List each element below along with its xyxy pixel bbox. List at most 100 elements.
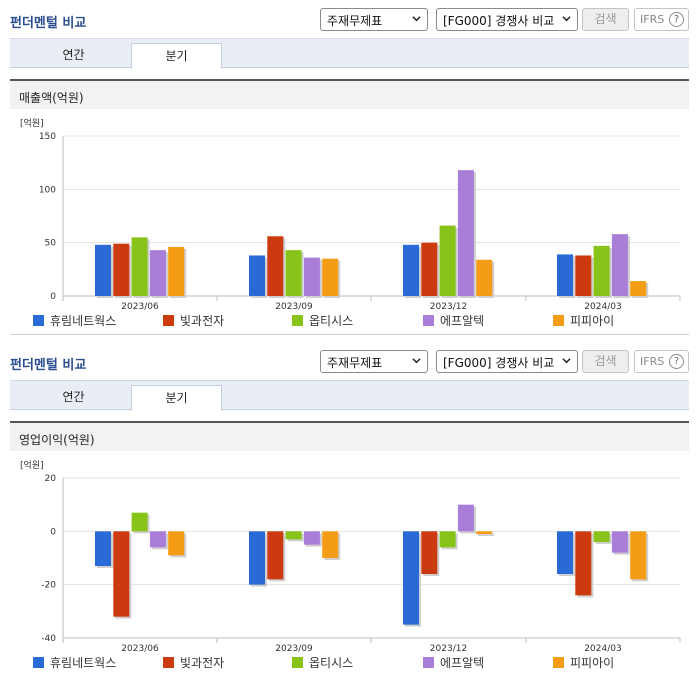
bar[interactable] <box>168 246 185 296</box>
legend-item[interactable]: 피피아이 <box>553 312 614 328</box>
search-button[interactable]: 검색 <box>582 8 629 31</box>
bar[interactable] <box>593 531 610 542</box>
revenue-bar-chart: [억원] 0 50 100 150 2023/06 2023/09 2023/12 2024/0… <box>20 117 681 312</box>
bar[interactable] <box>322 531 339 558</box>
bar[interactable] <box>630 281 647 296</box>
legend-label: 휴림네트웍스 <box>50 656 117 670</box>
peer-group-value: [FG000] 경쟁사 비교 <box>443 356 555 370</box>
legend-item[interactable]: 피피아이 <box>553 654 614 670</box>
bar[interactable] <box>113 531 130 617</box>
unit-label: [억원] <box>20 117 44 129</box>
bar[interactable] <box>131 512 148 532</box>
tab-quarterly[interactable]: 분기 <box>131 385 222 411</box>
ifrs-button[interactable]: IFRS ? <box>634 350 689 373</box>
legend-swatch <box>163 657 174 668</box>
legend-swatch <box>423 657 434 668</box>
bar[interactable] <box>421 531 438 574</box>
legend-item[interactable]: 옵티시스 <box>292 654 353 670</box>
x-tick-label: 2024/03 <box>584 644 621 654</box>
bar[interactable] <box>403 244 419 296</box>
tab-quarterly[interactable]: 분기 <box>131 43 222 69</box>
peer-group-value: [FG000] 경쟁사 비교 <box>443 14 555 28</box>
bar[interactable] <box>439 531 456 548</box>
revenue-panel: 펀더멘털 비교 주재무제표 [FG000] 경쟁사 비교 검색 IFRS ? 연… <box>10 8 689 335</box>
legend-label: 에프알텍 <box>440 656 485 670</box>
bar[interactable] <box>95 531 111 566</box>
bar[interactable] <box>630 531 647 580</box>
bar[interactable] <box>322 258 339 296</box>
bar[interactable] <box>303 531 320 545</box>
legend-swatch <box>553 315 564 326</box>
bar[interactable] <box>113 243 130 296</box>
tab-annual[interactable]: 연간 <box>62 390 85 404</box>
legend-label: 휴림네트웍스 <box>50 314 117 328</box>
legend-swatch <box>163 315 174 326</box>
x-tick-label: 2023/12 <box>430 644 467 654</box>
bar[interactable] <box>439 225 456 296</box>
bar[interactable] <box>575 255 592 296</box>
help-icon[interactable]: ? <box>669 12 684 27</box>
search-button[interactable]: 검색 <box>582 350 629 373</box>
bar[interactable] <box>457 170 474 296</box>
x-tick-label: 2023/09 <box>275 302 313 312</box>
bar[interactable] <box>476 259 493 296</box>
legend-item[interactable]: 빛과전자 <box>163 312 224 328</box>
period-tabs: 연간 분기 <box>10 38 689 69</box>
legend-swatch <box>553 657 564 668</box>
peer-group-select[interactable]: [FG000] 경쟁사 비교 <box>436 8 578 31</box>
chevron-down-icon <box>562 16 571 22</box>
tab-annual[interactable]: 연간 <box>62 48 85 62</box>
bar[interactable] <box>557 531 573 574</box>
bar[interactable] <box>95 244 111 296</box>
bar[interactable] <box>267 531 284 580</box>
legend-label: 빛과전자 <box>180 314 225 328</box>
bar[interactable] <box>557 254 573 296</box>
legend-item[interactable]: 에프알텍 <box>423 654 484 670</box>
bar[interactable] <box>593 245 610 296</box>
bar[interactable] <box>457 504 474 532</box>
y-tick-label: -40 <box>41 634 56 644</box>
bar[interactable] <box>611 234 628 296</box>
chart-subheader: 영업이익(억원) <box>10 421 689 451</box>
period-tabs: 연간 분기 <box>10 380 689 411</box>
bar[interactable] <box>131 237 148 296</box>
chevron-down-icon <box>412 358 421 364</box>
bar[interactable] <box>476 531 493 534</box>
bar[interactable] <box>611 531 628 553</box>
bar[interactable] <box>149 250 166 296</box>
chart-subheader: 매출액(억원) <box>10 79 689 109</box>
bar[interactable] <box>249 531 265 585</box>
legend-swatch <box>292 657 303 668</box>
bar[interactable] <box>403 531 419 625</box>
y-tick-label: 20 <box>45 474 57 484</box>
legend-item[interactable]: 빛과전자 <box>163 654 224 670</box>
legend-item[interactable]: 휴림네트웍스 <box>33 312 116 328</box>
statement-type-value: 주재무제표 <box>327 14 383 28</box>
legend-label: 빛과전자 <box>180 656 225 670</box>
y-tick-label: 50 <box>45 239 57 249</box>
bar[interactable] <box>267 236 284 296</box>
legend-item[interactable]: 에프알텍 <box>423 312 484 328</box>
legend-swatch <box>423 315 434 326</box>
legend-swatch <box>33 315 44 326</box>
bar[interactable] <box>285 531 302 540</box>
statement-type-select[interactable]: 주재무제표 <box>320 350 428 373</box>
bar[interactable] <box>421 242 438 296</box>
bar[interactable] <box>149 531 166 548</box>
y-tick-label: 0 <box>50 292 56 302</box>
bar[interactable] <box>249 255 265 296</box>
peer-group-select[interactable]: [FG000] 경쟁사 비교 <box>436 350 578 373</box>
help-icon[interactable]: ? <box>669 354 684 369</box>
x-tick-label: 2023/09 <box>275 644 313 654</box>
bar[interactable] <box>285 250 302 296</box>
legend-item[interactable]: 옵티시스 <box>292 312 353 328</box>
ifrs-button[interactable]: IFRS ? <box>634 8 689 31</box>
statement-type-value: 주재무제표 <box>327 356 383 370</box>
bar[interactable] <box>575 531 592 596</box>
legend-item[interactable]: 휴림네트웍스 <box>33 654 116 670</box>
statement-type-select[interactable]: 주재무제표 <box>320 8 428 31</box>
legend-label: 피피아이 <box>570 314 615 328</box>
bar[interactable] <box>168 531 185 556</box>
bar[interactable] <box>303 257 320 296</box>
legend-label: 옵티시스 <box>309 656 354 670</box>
